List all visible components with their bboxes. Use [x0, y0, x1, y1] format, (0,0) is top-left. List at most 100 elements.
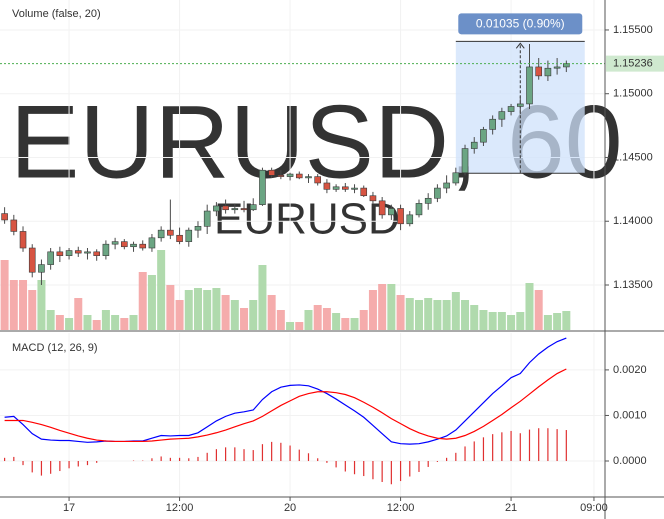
- candle-body: [342, 186, 349, 190]
- candle-body: [19, 231, 27, 249]
- candle-body: [332, 186, 340, 190]
- candle-body: [259, 169, 266, 205]
- volume-bar: [562, 311, 571, 330]
- candle-body: [461, 148, 469, 174]
- y-tick-label: 1.13500: [613, 279, 653, 291]
- volume-bar: [147, 275, 156, 330]
- candle-body: [415, 203, 423, 216]
- candle-body: [176, 234, 183, 242]
- candle-body: [388, 208, 395, 216]
- candle-body: [194, 226, 202, 231]
- volume-bar: [534, 290, 543, 330]
- volume-bar: [451, 292, 460, 330]
- x-tick-label: 12:00: [387, 502, 415, 514]
- measure-label-box: [458, 13, 583, 35]
- volume-bar: [212, 288, 221, 330]
- candle-body: [360, 187, 368, 197]
- volume-bar: [138, 272, 147, 330]
- volume-bar: [322, 308, 331, 330]
- volume-bar: [295, 322, 304, 330]
- candle-body: [480, 129, 487, 143]
- candle-body: [305, 176, 312, 179]
- volume-bar: [83, 315, 92, 330]
- volume-bar: [470, 305, 479, 330]
- candle-body: [28, 247, 36, 273]
- volume-bar: [461, 300, 470, 330]
- volume-bar: [193, 288, 202, 330]
- candle-body: [351, 187, 358, 190]
- volume-bar: [230, 300, 239, 330]
- macd-line: [4, 368, 567, 443]
- y-tick-label: 1.15000: [613, 88, 653, 100]
- volume-bar: [37, 280, 46, 330]
- x-tick-label: 09:00: [580, 502, 608, 514]
- volume-bar: [240, 308, 249, 330]
- volume-bar: [286, 322, 295, 330]
- candle-body: [323, 182, 331, 190]
- last-price-label: 1.15236: [613, 58, 653, 70]
- measure-label: 0.01035 (0.90%): [476, 16, 565, 30]
- x-tick-label: 17: [63, 502, 75, 514]
- candle-body: [203, 210, 211, 227]
- candle-body: [65, 250, 73, 256]
- candle-body: [535, 66, 542, 77]
- volume-bar: [387, 284, 396, 330]
- y-tick-label: 1.14500: [613, 151, 653, 163]
- volume-bar: [276, 310, 285, 330]
- candle-body: [314, 176, 321, 184]
- volume-bar: [543, 315, 552, 330]
- candle-body: [489, 118, 496, 130]
- candle-body: [213, 205, 220, 212]
- candle-body: [286, 173, 294, 177]
- x-tick-label: 12:00: [166, 502, 194, 514]
- volume-bar: [497, 312, 506, 330]
- candle-body: [130, 243, 137, 248]
- volume-bar: [221, 295, 230, 330]
- candle-body: [84, 251, 91, 254]
- candle-body: [277, 175, 285, 177]
- volume-bar: [120, 318, 129, 330]
- volume-bar: [92, 320, 101, 330]
- volume-bar: [304, 310, 313, 330]
- last-price-box: [606, 55, 664, 72]
- y-tick-label: 0.0020: [613, 364, 647, 376]
- candle-body: [470, 141, 478, 149]
- candle-body: [102, 243, 110, 256]
- y-tick-label: 1.14000: [613, 215, 653, 227]
- volume-bar: [359, 310, 368, 330]
- candle-body: [47, 251, 54, 265]
- candle-body: [424, 197, 432, 204]
- candle-body: [10, 219, 18, 232]
- volume-bar: [332, 313, 341, 330]
- candle-body: [222, 205, 229, 211]
- candle-body: [378, 200, 386, 216]
- candle-body: [240, 208, 248, 211]
- candle-body: [443, 182, 450, 189]
- y-tick-label: 0.0000: [613, 455, 647, 467]
- volume-bar: [553, 313, 562, 330]
- candle-body: [563, 63, 570, 68]
- candle-body: [111, 241, 119, 245]
- candle-body: [406, 214, 414, 225]
- candle-body: [397, 208, 404, 225]
- candle-body: [498, 111, 506, 120]
- candle-body: [167, 229, 174, 236]
- candle-body: [249, 204, 257, 211]
- volume-bar: [46, 310, 55, 330]
- candle-body: [553, 66, 561, 69]
- candle-body: [139, 243, 147, 249]
- candle-body: [526, 66, 533, 105]
- candle-body: [56, 251, 64, 256]
- volume-bar: [267, 295, 276, 330]
- candle-body: [516, 103, 524, 107]
- volume-bar: [488, 312, 497, 330]
- volume-bar: [157, 250, 166, 330]
- volume-bar: [368, 290, 377, 330]
- watermark-sub: EURUSD: [214, 195, 400, 244]
- volume-bar: [424, 298, 433, 330]
- volume-bar: [479, 310, 488, 330]
- candle-body: [544, 67, 552, 77]
- volume-bar: [433, 300, 442, 330]
- volume-bar: [258, 265, 267, 330]
